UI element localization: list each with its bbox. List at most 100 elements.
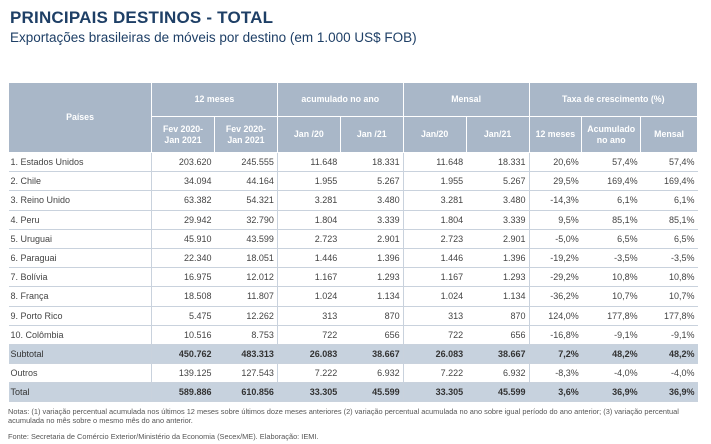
cell-tm-b: 18.051 <box>214 248 278 269</box>
header-growth-rate: Taxa de crescimento (%) <box>528 82 699 117</box>
cell-country: 8. França <box>8 286 153 307</box>
cell-mon-b: 656 <box>466 325 530 345</box>
cell-acc-b: 2.901 <box>340 229 404 249</box>
cell-g-12m: 29,5% <box>529 171 582 192</box>
cell-g-12m: 124,0% <box>529 306 582 326</box>
cell-g-acc: 36,9% <box>581 382 641 403</box>
cell-g-acc: 10,8% <box>581 267 641 288</box>
cell-mon-b: 45.599 <box>466 382 530 403</box>
cell-mon-a: 1.167 <box>403 267 467 288</box>
cell-acc-a: 1.446 <box>277 248 341 269</box>
table-row: 9. Porto Rico 5.475 12.262 313 870 313 870 124,… <box>8 306 698 326</box>
cell-g-mon: 10,8% <box>640 267 698 288</box>
cell-acc-b: 18.331 <box>340 152 404 173</box>
cell-g-mon: 48,2% <box>640 344 698 365</box>
subheader-12m-a: Fev 2020- Jan 2021 <box>151 116 215 153</box>
cell-mon-a: 313 <box>403 306 467 326</box>
cell-mon-b: 1.396 <box>466 248 530 269</box>
cell-g-mon: 6,5% <box>640 229 698 249</box>
header-accumulated: acumulado no ano <box>276 82 404 117</box>
subheader-12m-b: Fev 2020- Jan 2021 <box>213 116 278 153</box>
cell-g-mon: -4,0% <box>640 363 698 384</box>
cell-acc-b: 1.293 <box>340 267 404 288</box>
cell-tm-a: 16.975 <box>151 267 215 288</box>
cell-mon-b: 1.293 <box>466 267 530 288</box>
subheader-acc-a: Jan /20 <box>276 116 341 153</box>
cell-country: Outros <box>8 363 153 384</box>
cell-g-acc: 6,5% <box>581 229 641 249</box>
table-row: 3. Reino Unido 63.382 54.321 3.281 3.480 3.28… <box>8 190 698 211</box>
cell-tm-a: 45.910 <box>151 229 215 249</box>
cell-country: 2. Chile <box>8 171 153 192</box>
table-row: 6. Paraguai 22.340 18.051 1.446 1.396 1.446 1.… <box>8 248 698 269</box>
header-monthly: Mensal <box>402 82 530 117</box>
cell-g-12m: 20,6% <box>529 152 582 173</box>
cell-tm-b: 8.753 <box>214 325 278 345</box>
cell-mon-b: 6.932 <box>466 363 530 384</box>
cell-country: 10. Colômbia <box>8 325 153 345</box>
cell-tm-a: 5.475 <box>151 306 215 326</box>
subheader-acc-b: Jan /21 <box>339 116 404 153</box>
cell-mon-b: 3.339 <box>466 210 530 230</box>
subheader-mon-b: Jan/21 <box>465 116 530 153</box>
cell-country: 9. Porto Rico <box>8 306 153 326</box>
header-12-months: 12 meses <box>151 82 278 117</box>
cell-g-acc: -4,0% <box>581 363 641 384</box>
cell-mon-a: 7.222 <box>403 363 467 384</box>
total-row: Total 589.886 610.856 33.305 45.599 33.305 45.… <box>8 382 698 403</box>
cell-g-12m: 9,5% <box>529 210 582 230</box>
cell-country: Total <box>8 382 153 403</box>
cell-acc-a: 2.723 <box>277 229 341 249</box>
subheader-growth-12m: 12 meses <box>528 116 583 153</box>
cell-g-acc: 57,4% <box>581 152 641 173</box>
cell-acc-b: 656 <box>340 325 404 345</box>
cell-g-mon: 36,9% <box>640 382 698 403</box>
cell-g-mon: 10,7% <box>640 286 698 307</box>
cell-tm-b: 245.555 <box>214 152 278 173</box>
cell-g-acc: 6,1% <box>581 190 641 211</box>
cell-country: 4. Peru <box>8 210 153 230</box>
cell-acc-a: 26.083 <box>277 344 341 365</box>
cell-tm-a: 589.886 <box>151 382 215 403</box>
cell-tm-a: 10.516 <box>151 325 215 345</box>
cell-acc-b: 3.480 <box>340 190 404 211</box>
cell-mon-a: 26.083 <box>403 344 467 365</box>
cell-g-12m: -19,2% <box>529 248 582 269</box>
cell-acc-a: 33.305 <box>277 382 341 403</box>
cell-g-acc: 10,7% <box>581 286 641 307</box>
cell-acc-b: 1.134 <box>340 286 404 307</box>
cell-g-12m: -5,0% <box>529 229 582 249</box>
subtotal-row: Subtotal 450.762 483.313 26.083 38.667 26.083… <box>8 344 698 365</box>
page-subtitle: Exportações brasileiras de móveis por de… <box>10 30 417 45</box>
cell-g-acc: -9,1% <box>581 325 641 345</box>
cell-tm-a: 63.382 <box>151 190 215 211</box>
cell-acc-b: 5.267 <box>340 171 404 192</box>
cell-tm-a: 22.340 <box>151 248 215 269</box>
cell-tm-b: 483.313 <box>214 344 278 365</box>
cell-mon-a: 11.648 <box>403 152 467 173</box>
cell-g-acc: 85,1% <box>581 210 641 230</box>
cell-tm-b: 11.807 <box>214 286 278 307</box>
cell-country: 5. Uruguai <box>8 229 153 249</box>
cell-tm-b: 127.543 <box>214 363 278 384</box>
cell-mon-b: 2.901 <box>466 229 530 249</box>
cell-g-mon: 169,4% <box>640 171 698 192</box>
cell-g-mon: 85,1% <box>640 210 698 230</box>
cell-tm-a: 29.942 <box>151 210 215 230</box>
cell-mon-b: 870 <box>466 306 530 326</box>
cell-tm-b: 12.262 <box>214 306 278 326</box>
cell-country: Subtotal <box>8 344 153 365</box>
cell-mon-a: 722 <box>403 325 467 345</box>
cell-mon-b: 1.134 <box>466 286 530 307</box>
cell-country: 1. Estados Unidos <box>8 152 153 173</box>
table-row: 10. Colômbia 10.516 8.753 722 656 722 656 -16,8… <box>8 325 698 345</box>
cell-tm-a: 139.125 <box>151 363 215 384</box>
source-note: Fonte: Secretaria de Comércio Exterior/M… <box>8 432 319 441</box>
cell-country: 6. Paraguai <box>8 248 153 269</box>
cell-acc-a: 1.024 <box>277 286 341 307</box>
cell-acc-a: 7.222 <box>277 363 341 384</box>
cell-acc-b: 6.932 <box>340 363 404 384</box>
subheader-mon-a: Jan/20 <box>402 116 467 153</box>
cell-acc-a: 1.167 <box>277 267 341 288</box>
destinations-table: Países 12 meses acumulado no ano Mensal … <box>7 82 699 403</box>
